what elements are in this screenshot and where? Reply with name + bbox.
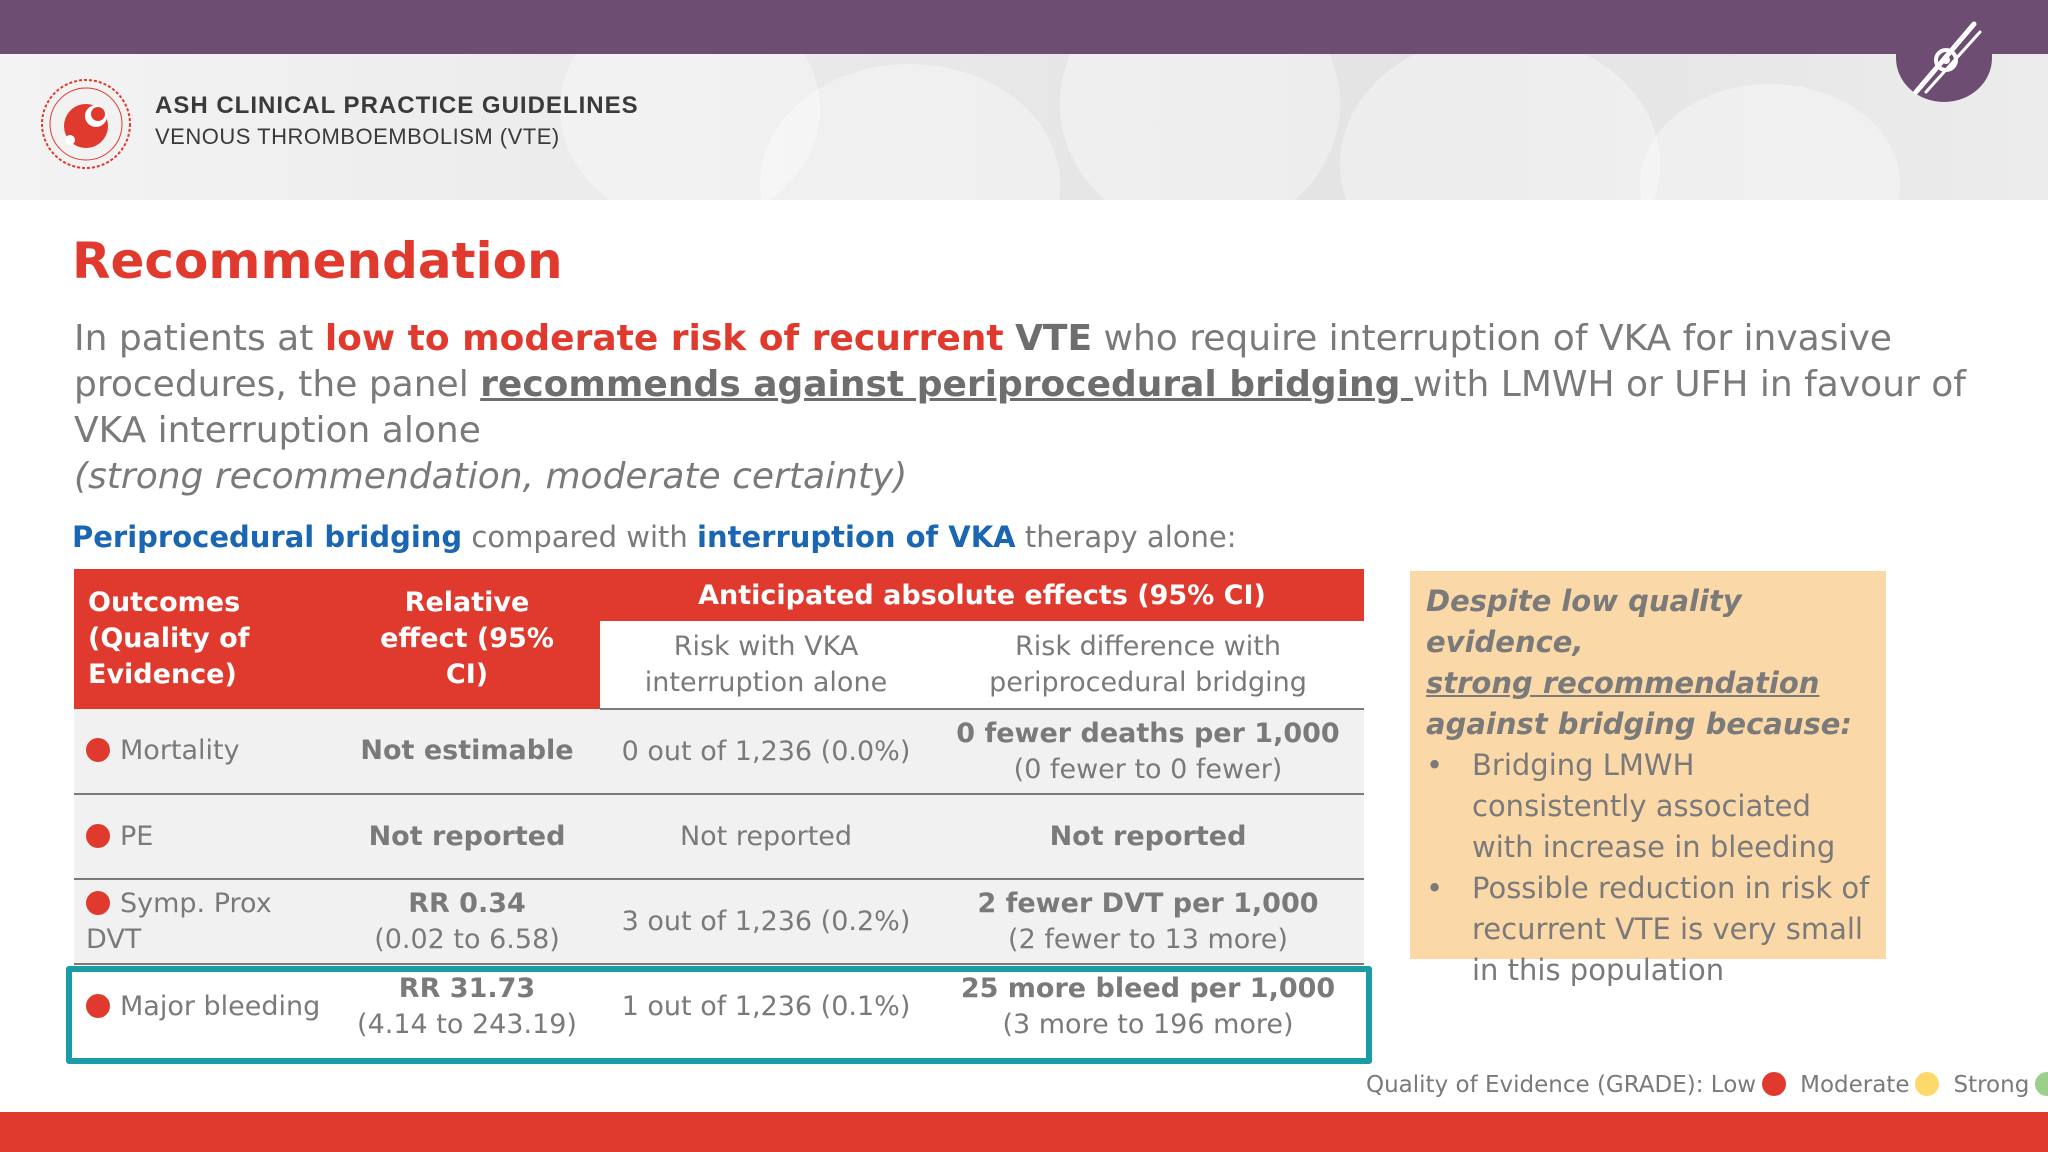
- outcome-label: Major bleeding: [120, 991, 321, 1022]
- recommendation-text: In patients at low to moderate risk of r…: [74, 316, 2034, 500]
- rec-space: [1004, 318, 1015, 359]
- major-bleeding-highlight: [66, 966, 1372, 1064]
- outcome-cell: Mortality: [74, 709, 334, 794]
- ash-logo-icon: [41, 79, 131, 169]
- legend-strong: Strong: [1953, 1072, 2030, 1098]
- comparison-line: Periprocedural bridging compared with in…: [72, 520, 1236, 554]
- risk-difference-value: Not reported: [1049, 820, 1247, 852]
- comparison-intervention: Periprocedural bridging: [72, 520, 463, 554]
- quality-low-dot: [86, 994, 110, 1018]
- table-header-row: Outcomes (Quality of Evidence) Relative …: [74, 569, 1364, 709]
- header-risk-vka-line2: interruption alone: [644, 666, 888, 698]
- rec-vte: VTE: [1015, 318, 1093, 359]
- table-row: PE Not reported Not reported Not reporte…: [74, 794, 1364, 879]
- relative-effect-value: Not reported: [368, 820, 566, 852]
- grade-legend: Quality of Evidence (GRADE): Low Moderate…: [1366, 1072, 2048, 1098]
- table-row: Mortality Not estimable 0 out of 1,236 (…: [74, 709, 1364, 794]
- risk-difference-ci: (0 fewer to 0 fewer): [1013, 753, 1283, 785]
- legend-label: Quality of Evidence (GRADE): Low: [1366, 1072, 1757, 1098]
- rationale-line1: Despite low quality evidence,: [1426, 584, 1742, 659]
- relative-effect-cell: RR 31.73 (4.14 to 243.19): [334, 964, 600, 1049]
- header-risk-diff-line1: Risk difference with: [1015, 630, 1281, 662]
- header-anticipated-effects: Anticipated absolute effects (95% CI): [600, 569, 1364, 622]
- rec-strength: (strong recommendation, moderate certain…: [74, 456, 908, 497]
- risk-vka-cell: 1 out of 1,236 (0.1%): [621, 991, 911, 1022]
- quality-low-dot: [86, 890, 110, 915]
- rec-text-3: with LMWH or UFH in favour of VKA interr…: [74, 364, 1966, 451]
- header-risk-diff-line2: periprocedural bridging: [989, 666, 1307, 698]
- risk-difference-cell: 0 fewer deaths per 1,000 (0 fewer to 0 fe…: [932, 709, 1364, 794]
- low-quality-dot: [1762, 1072, 1787, 1096]
- relative-effect-value: RR 0.34: [408, 887, 526, 919]
- outcome-cell: Major bleeding: [74, 964, 334, 1049]
- relative-effect-cell: Not reported: [334, 794, 600, 879]
- rationale-line3: against bridging because:: [1426, 707, 1853, 741]
- risk-difference-ci: (3 more to 196 more): [1002, 1009, 1294, 1040]
- relative-effect-ci: (4.14 to 243.19): [357, 1009, 577, 1040]
- strong-quality-dot: [2035, 1072, 2048, 1096]
- outcome-label: PE: [120, 820, 154, 852]
- risk-vka-cell: 3 out of 1,236 (0.2%): [621, 905, 911, 937]
- rec-risk-emphasis: low to moderate risk of recurrent: [324, 318, 1004, 359]
- risk-difference-value: 2 fewer DVT per 1,000: [977, 887, 1319, 919]
- rationale-line2: strong recommendation: [1426, 666, 1820, 700]
- rationale-box: Despite low quality evidence, strong rec…: [1410, 571, 1886, 987]
- risk-difference-value: 0 fewer deaths per 1,000: [956, 717, 1340, 749]
- comparison-control: interruption of VKA: [697, 520, 1016, 554]
- comparison-text-1: compared with: [462, 520, 698, 554]
- rationale-list: Bridging LMWH consistently associated wi…: [1426, 745, 1870, 991]
- table-subheader-row: Risk with VKA interruption alone Risk di…: [74, 621, 1364, 710]
- list-item: Bridging LMWH consistently associated wi…: [1426, 745, 1870, 868]
- header-relative-effect: Relative effect (95% CI): [334, 569, 600, 709]
- moderate-quality-dot: [1915, 1072, 1940, 1096]
- legend-moderate: Moderate: [1800, 1072, 1910, 1098]
- header-risk-difference: Risk difference with periprocedural brid…: [932, 621, 1364, 710]
- org-subtitle: VENOUS THROMBOEMBOLISM (VTE): [155, 124, 560, 149]
- risk-difference-cell: Not reported: [932, 794, 1364, 879]
- rec-text-1: In patients at: [74, 318, 325, 359]
- risk-vka-cell: Not reported: [679, 820, 853, 852]
- table-row: Major bleeding RR 31.73 (4.14 to 243.19) …: [74, 964, 1364, 1049]
- quality-low-dot: [86, 823, 110, 848]
- bottom-bar: [0, 1112, 2048, 1152]
- quality-low-dot: [86, 738, 110, 762]
- outcome-label: Symp. Prox DVT: [86, 887, 272, 955]
- rec-key-phrase: recommends against periprocedural bridgi…: [480, 364, 1413, 405]
- outcome-label: Mortality: [120, 735, 240, 766]
- header-risk-vka: Risk with VKA interruption alone: [600, 621, 932, 710]
- risk-difference-cell: 2 fewer DVT per 1,000 (2 fewer to 13 more…: [932, 879, 1364, 964]
- table-row: Symp. Prox DVT RR 0.34 (0.02 to 6.58) 3 o…: [74, 879, 1364, 964]
- header-risk-vka-line1: Risk with VKA: [673, 630, 859, 662]
- relative-effect-value: RR 31.73: [398, 973, 536, 1004]
- top-bar: [0, 0, 2048, 54]
- header-banner: [0, 54, 2048, 200]
- outcome-cell: Symp. Prox DVT: [74, 879, 334, 964]
- relative-effect-cell: Not estimable: [334, 709, 600, 794]
- risk-difference-ci: (2 fewer to 13 more): [1008, 923, 1288, 955]
- risk-vka-cell: 0 out of 1,236 (0.0%): [621, 735, 911, 767]
- vascular-icon: [1896, 18, 1992, 102]
- header-outcomes: Outcomes (Quality of Evidence): [74, 569, 334, 709]
- comparison-text-2: therapy alone:: [1015, 520, 1237, 554]
- risk-difference-cell: 25 more bleed per 1,000 (3 more to 196 mo…: [932, 964, 1364, 1049]
- risk-difference-value: 25 more bleed per 1,000: [960, 973, 1336, 1004]
- recommendation-heading: Recommendation: [72, 232, 563, 290]
- relative-effect-ci: (0.02 to 6.58): [374, 923, 560, 955]
- rec-text-2: who require interruption of VKA for inva…: [74, 318, 1892, 405]
- relative-effect-value: Not estimable: [360, 735, 574, 766]
- relative-effect-cell: RR 0.34 (0.02 to 6.58): [334, 879, 600, 964]
- evidence-table: Outcomes (Quality of Evidence) Relative …: [74, 569, 1364, 1049]
- org-title: ASH CLINICAL PRACTICE GUIDELINES: [155, 92, 639, 119]
- list-item: Possible reduction in risk of recurrent …: [1426, 868, 1870, 991]
- outcome-cell: PE: [74, 794, 334, 879]
